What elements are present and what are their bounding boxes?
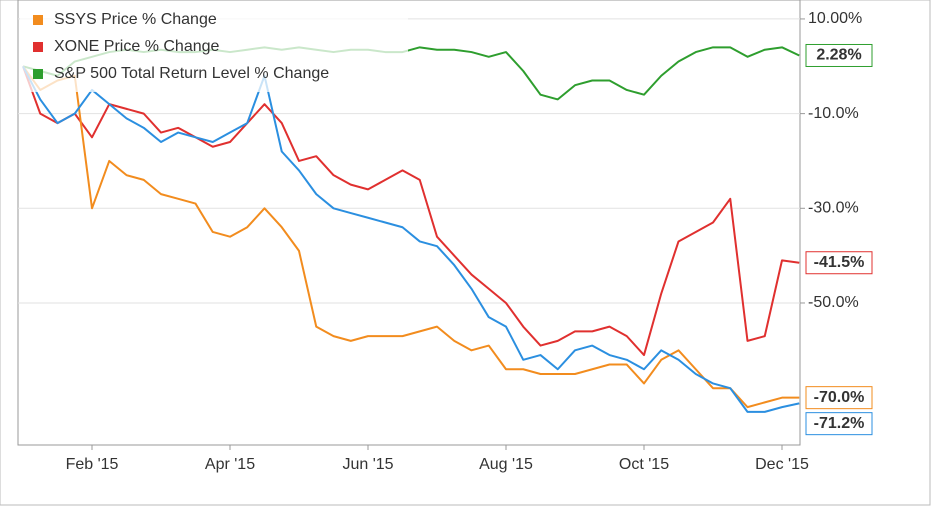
y-tick-label: -10.0% [808, 105, 859, 122]
value-label-box [805, 386, 873, 410]
x-tick-label: Aug '15 [479, 456, 533, 473]
legend: SSYS Price % Change XONE Price % Change S&… [20, 2, 408, 92]
legend-label: XONE Price % Change [54, 38, 220, 55]
x-tick-label: Feb '15 [66, 456, 119, 473]
value-label-box [805, 251, 873, 275]
legend-swatch [33, 15, 43, 25]
legend-label: SSYS Price % Change [54, 11, 217, 28]
y-tick-label: -50.0% [808, 294, 859, 311]
grid [18, 18, 805, 450]
labels: 10.00% -10.0% -30.0% -50.0% Feb '15 Apr '15 Ju… [66, 10, 873, 473]
x-tick-label: Jun '15 [342, 456, 393, 473]
y-tick-label: -30.0% [808, 200, 859, 217]
legend-label: S&P 500 Total Return Level % Change [54, 65, 329, 82]
value-label-box [805, 43, 873, 67]
value-label: 2.28% [816, 47, 861, 64]
legend-swatch [33, 42, 43, 52]
value-label: -41.5% [814, 254, 865, 271]
value-label: -70.0% [814, 389, 865, 406]
x-tick-label: Apr '15 [205, 456, 255, 473]
y-tick-label: 10.00% [808, 10, 862, 27]
x-tick-label: Dec '15 [755, 456, 809, 473]
legend-swatch [33, 69, 43, 79]
legend-box [20, 2, 408, 92]
x-tick-label: Oct '15 [619, 456, 669, 473]
value-label: -71.2% [814, 415, 865, 432]
series-line [22, 65, 800, 413]
value-label-box [805, 412, 873, 436]
series-line [22, 65, 800, 357]
